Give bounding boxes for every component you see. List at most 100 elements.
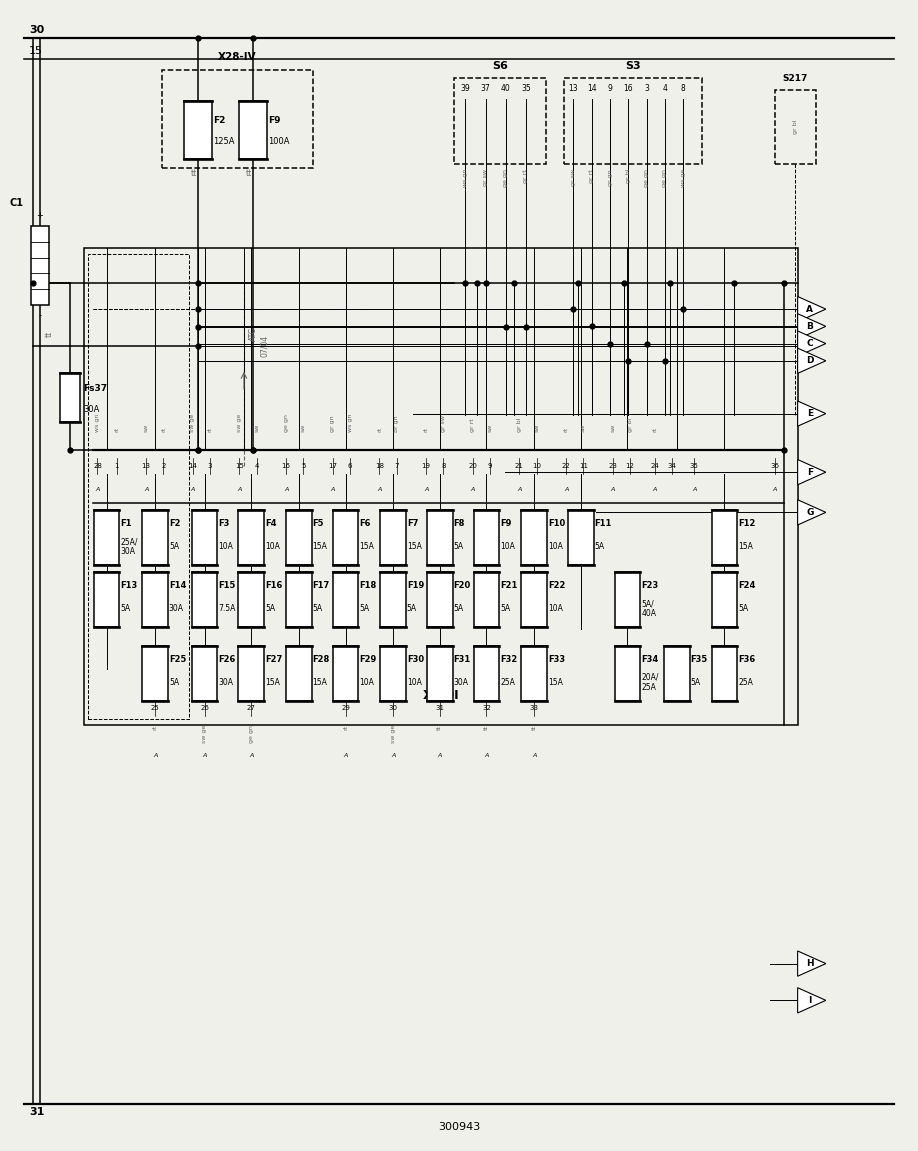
Polygon shape [798,951,826,976]
Text: ge gn: ge gn [284,414,288,432]
Text: 8: 8 [442,464,446,470]
Text: 5A: 5A [453,604,464,613]
Text: 10: 10 [532,464,542,470]
Text: F2: F2 [213,116,225,125]
Text: 20A/
25A: 20A/ 25A [641,672,658,692]
Text: F3: F3 [218,519,230,528]
Text: F10: F10 [548,519,565,528]
Text: 5A: 5A [169,678,179,687]
Text: ws gn: ws gn [95,413,100,432]
Text: 9: 9 [608,84,612,93]
Text: sw ge: sw ge [202,725,207,744]
Text: F30: F30 [407,655,424,664]
Bar [568,510,594,565]
Text: gr gn: gr gn [608,169,612,185]
Bar [521,510,547,565]
Text: F12: F12 [738,519,756,528]
Bar [332,510,358,565]
Text: 5A/
40A: 5A/ 40A [641,600,656,618]
Text: 15: 15 [235,464,244,470]
Text: A: A [153,754,157,759]
Bar [185,101,212,159]
Text: 25A/
30A: 25A/ 30A [120,538,138,556]
Text: 5A: 5A [738,604,748,613]
Text: F17: F17 [312,581,330,590]
Text: 100A: 100A [268,137,289,146]
Text: 6: 6 [348,464,353,470]
Text: ge gn: ge gn [663,169,667,186]
Text: 10A: 10A [500,542,515,551]
Text: F1: F1 [120,519,132,528]
Text: F33: F33 [548,655,565,664]
Bar [192,510,218,565]
Text: -: - [39,312,41,320]
Text: sw: sw [254,424,259,432]
Text: F16: F16 [265,581,283,590]
Bar [192,646,218,701]
Bar [565,78,701,165]
Text: ge gn: ge gn [503,169,509,186]
Text: sw: sw [581,424,586,432]
Text: 39: 39 [461,84,470,93]
Text: A: A [95,487,100,493]
Text: sw ge: sw ge [390,725,396,744]
Text: ge gn: ge gn [249,725,253,742]
Text: ws gn: ws gn [463,169,468,188]
Bar [454,78,546,165]
Bar [142,572,168,627]
Text: 33: 33 [530,704,539,710]
Text: 7.5A: 7.5A [218,604,236,613]
Text: 5A: 5A [169,542,179,551]
Text: A: A [237,487,241,493]
Text: A: A [191,487,195,493]
Text: 5A: 5A [120,604,130,613]
Text: 5A: 5A [359,604,369,613]
Text: sw: sw [487,424,493,432]
Text: A: A [806,305,813,313]
Bar [239,572,264,627]
Text: 20: 20 [468,464,477,470]
Text: 15A: 15A [548,678,563,687]
Bar [711,510,737,565]
Text: F7: F7 [407,519,419,528]
Text: A: A [391,754,396,759]
Text: E: E [807,409,812,418]
Text: F8: F8 [453,519,465,528]
Polygon shape [798,314,826,338]
Text: X28-I: X28-I [422,688,459,702]
Text: F22: F22 [548,581,565,590]
Text: F34: F34 [641,655,658,664]
Text: A: A [773,487,777,493]
Text: 7: 7 [395,464,399,470]
Text: 16: 16 [623,84,633,93]
Text: gr sw: gr sw [483,169,488,186]
Bar [286,646,311,701]
Text: 28: 28 [93,464,102,470]
Text: 15: 15 [28,46,43,55]
Bar [239,510,264,565]
Text: 35: 35 [689,464,699,470]
Text: F29: F29 [359,655,376,664]
Text: 19: 19 [421,464,431,470]
Text: 25A: 25A [738,678,753,687]
Text: gr gn: gr gn [330,416,335,432]
Text: 4: 4 [254,464,259,470]
Text: rt: rt [207,427,213,432]
Polygon shape [798,348,826,373]
Text: 31: 31 [28,1107,44,1116]
Text: tt: tt [437,725,442,730]
Text: A: A [692,487,697,493]
Text: gr bl: gr bl [628,418,633,432]
Text: 13: 13 [568,84,578,93]
Text: rt: rt [114,427,119,432]
Text: D: D [806,357,813,365]
Bar [427,646,453,701]
Text: 8: 8 [681,84,686,93]
Text: 3: 3 [207,464,212,470]
Polygon shape [798,401,826,426]
Bar [427,572,453,627]
Text: 11: 11 [579,464,588,470]
Text: A: A [471,487,475,493]
Bar [474,646,499,701]
Bar [380,646,406,701]
